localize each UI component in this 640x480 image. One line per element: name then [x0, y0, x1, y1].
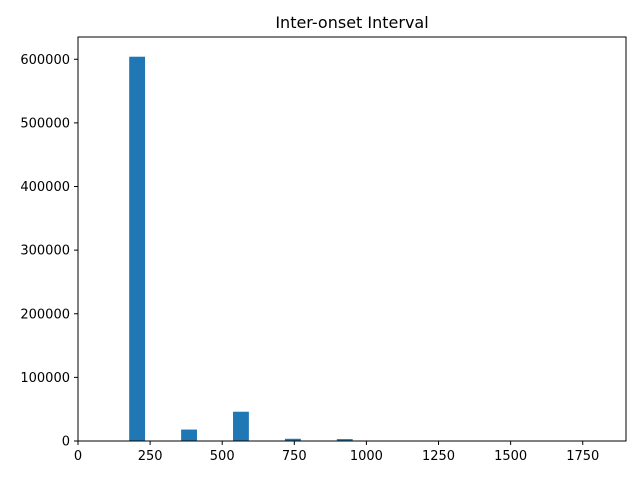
y-tick-label: 500000	[20, 116, 70, 131]
histogram-bar	[129, 56, 146, 441]
y-axis: 0 100000 200000 300000 400000 500000 600000	[20, 53, 78, 450]
histogram-bar	[336, 439, 353, 441]
y-tick-label: 100000	[20, 371, 70, 386]
bars-group	[129, 56, 353, 441]
x-tick-label: 1250	[422, 449, 455, 464]
y-tick-label: 400000	[20, 180, 70, 195]
histogram-bar	[181, 429, 197, 441]
x-tick-label: 250	[138, 449, 163, 464]
x-tick-label: 500	[210, 449, 235, 464]
histogram-bar	[284, 438, 301, 441]
x-tick-label: 1000	[350, 449, 383, 464]
histogram-bar	[233, 411, 249, 441]
x-tick-label: 0	[74, 449, 82, 464]
x-tick-label: 1500	[494, 449, 527, 464]
chart-title: Inter-onset Interval	[275, 13, 428, 32]
y-tick-label: 300000	[20, 244, 70, 259]
x-tick-label: 750	[282, 449, 307, 464]
x-tick-label: 1750	[566, 449, 599, 464]
y-tick-label: 0	[62, 435, 70, 450]
x-axis: 0 250 500 750 1000 1250 1500 1750	[74, 441, 599, 464]
y-tick-label: 200000	[20, 307, 70, 322]
y-tick-label: 600000	[20, 53, 70, 68]
plot-frame	[77, 36, 627, 442]
